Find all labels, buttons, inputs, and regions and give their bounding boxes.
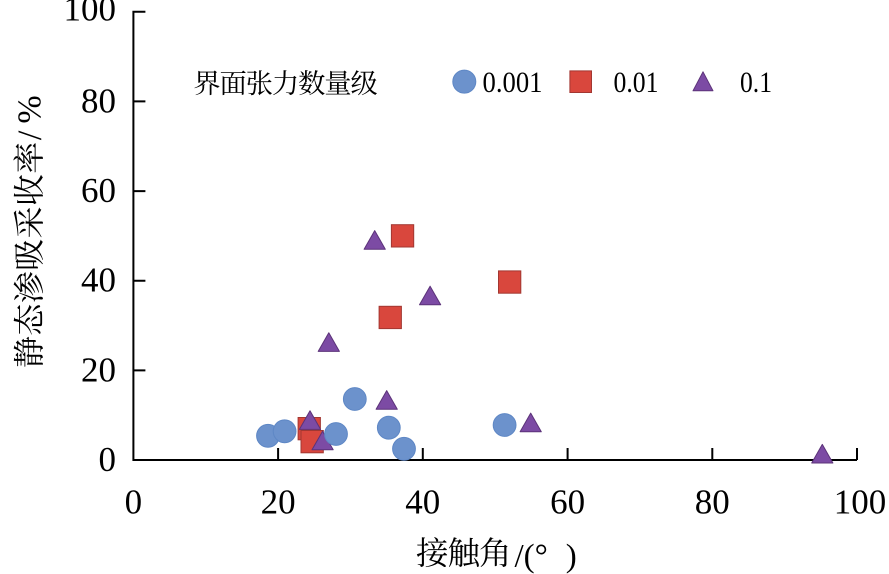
- svg-text:80: 80: [81, 81, 116, 120]
- svg-text:40: 40: [81, 261, 116, 300]
- svg-text:100: 100: [834, 483, 887, 522]
- svg-text:%: %: [12, 95, 49, 123]
- svg-text:100: 100: [64, 0, 117, 29]
- svg-text:): ): [566, 539, 577, 574]
- svg-text:20: 20: [81, 350, 116, 389]
- svg-text:/(°: /(°: [515, 539, 548, 574]
- svg-text:60: 60: [550, 483, 585, 522]
- svg-text:0.01: 0.01: [614, 66, 659, 99]
- svg-text:0.1: 0.1: [740, 66, 772, 99]
- svg-text:/: /: [12, 130, 49, 140]
- svg-text:0: 0: [125, 483, 143, 522]
- svg-text:60: 60: [81, 171, 116, 210]
- svg-text:20: 20: [261, 483, 296, 522]
- svg-text:80: 80: [695, 483, 730, 522]
- svg-text:0: 0: [99, 440, 117, 479]
- svg-text:40: 40: [405, 483, 440, 522]
- svg-text:0.001: 0.001: [483, 66, 543, 99]
